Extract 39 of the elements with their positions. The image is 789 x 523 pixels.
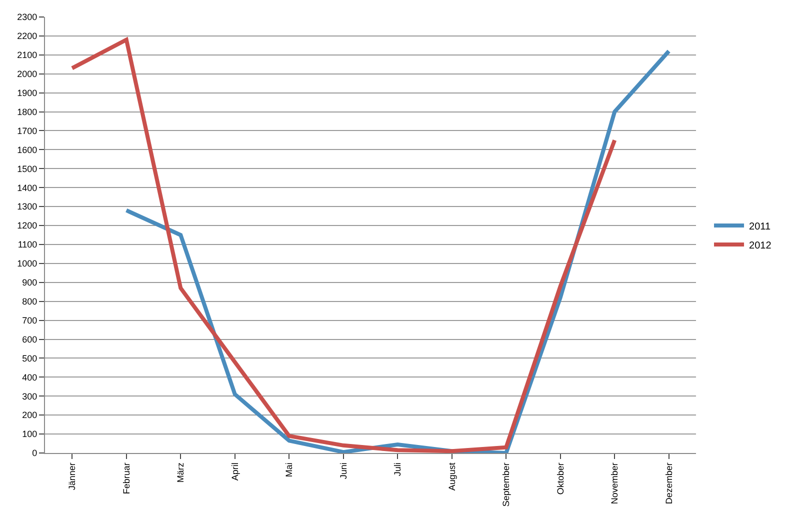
x-tick-label: März	[176, 462, 186, 483]
y-tick-label: 1500	[17, 164, 38, 174]
x-tick-label: April	[230, 462, 240, 481]
y-tick-label: 1800	[17, 106, 38, 117]
y-tick-label: 600	[22, 334, 38, 344]
legend-label: 2012	[749, 240, 772, 252]
y-tick-label: 2000	[17, 69, 38, 80]
y-tick-label: 1000	[17, 258, 38, 269]
line-series	[70, 38, 617, 453]
y-tick-label: 1100	[18, 240, 38, 250]
y-tick-label: 2200	[17, 31, 38, 42]
y-tick-label: 100	[22, 429, 38, 440]
x-tick-label: September	[501, 462, 512, 507]
x-tick-label: Juli	[392, 462, 403, 476]
y-tick-label: 200	[22, 410, 38, 420]
x-tick-label: November	[610, 462, 620, 504]
x-tick-label: Dezember	[664, 462, 674, 504]
y-tick-label: 1600	[17, 144, 38, 155]
y-tick-label: 900	[22, 278, 38, 288]
y-tick-label: 2300	[17, 12, 38, 22]
y-tick-label: 400	[22, 372, 38, 382]
x-tick-label: Februar	[121, 462, 132, 494]
y-tick-label: 700	[22, 315, 38, 326]
y-tick-label: 1300	[17, 202, 38, 212]
y-tick-label: 1400	[17, 182, 38, 193]
x-tick-label: August	[446, 462, 457, 491]
y-tick-label: 1900	[17, 88, 38, 98]
y-tick-label: 500	[22, 353, 38, 364]
legend-label: 2011	[749, 221, 771, 232]
y-tick-label: 800	[22, 296, 38, 306]
y-tick-label: 0	[32, 448, 38, 458]
x-tick-label: Mai	[284, 462, 294, 478]
y-tick-label: 2100	[17, 50, 38, 60]
x-tick-label: Juni	[338, 462, 348, 480]
y-tick-label: 1700	[17, 126, 38, 136]
y-tick-label: 1200	[17, 220, 38, 231]
x-tick-label: Jänner	[67, 462, 78, 490]
x-tick-label: Oktober	[555, 462, 566, 495]
y-tick-label: 300	[22, 391, 38, 402]
